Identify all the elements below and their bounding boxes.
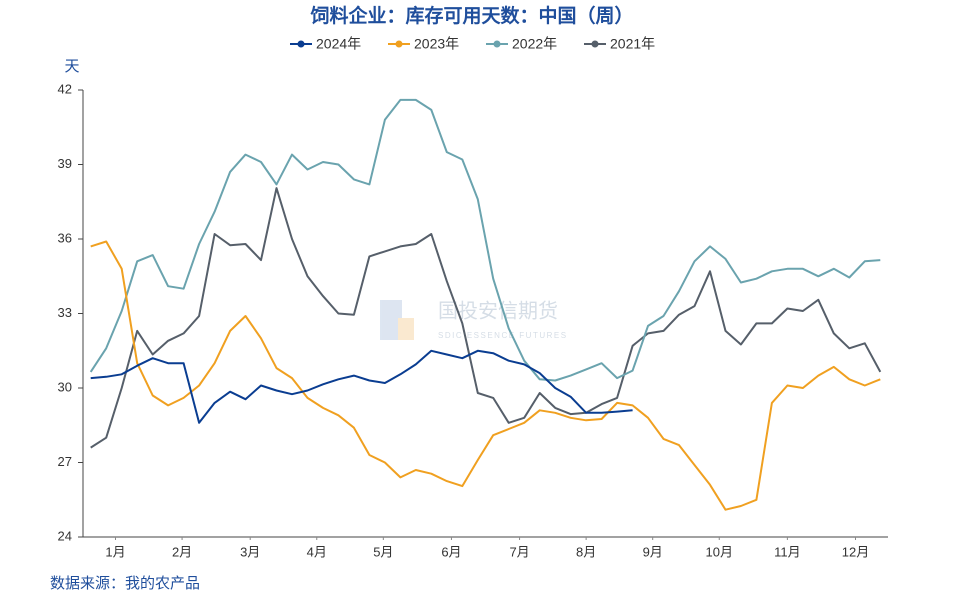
x-tick-label: 10月 — [706, 544, 733, 559]
legend-label: 2021年 — [610, 36, 655, 52]
watermark: 国投安信期货 SDIC ESSENCE FUTURES — [380, 299, 568, 340]
x-tick-label: 4月 — [307, 544, 327, 559]
legend-label: 2023年 — [414, 36, 459, 52]
watermark-text: 国投安信期货 — [438, 299, 558, 322]
series-line — [90, 240, 881, 511]
watermark-logo — [398, 318, 414, 340]
y-axis-label: 天 — [64, 58, 79, 75]
legend-label: 2024年 — [316, 36, 361, 52]
legend-marker — [493, 40, 501, 48]
x-tick-label: 11月 — [774, 544, 801, 559]
series-line — [89, 98, 881, 382]
legend-label: 2022年 — [512, 36, 557, 52]
y-tick-label: 36 — [58, 230, 72, 245]
source: 数据来源：我的农产品 — [50, 575, 200, 592]
series-line — [90, 349, 633, 424]
y-tick-label: 27 — [58, 454, 72, 469]
x-tick-label: 9月 — [643, 544, 663, 559]
legend-marker — [395, 40, 403, 48]
legend-marker — [591, 40, 599, 48]
legend-marker — [297, 40, 305, 48]
y-tick-label: 30 — [58, 379, 72, 394]
y-tick-label: 24 — [58, 528, 72, 543]
x-tick-label: 8月 — [576, 544, 596, 559]
x-tick-label: 1月 — [105, 544, 125, 559]
y-tick-label: 42 — [58, 81, 72, 96]
x-tick-label: 6月 — [441, 544, 461, 559]
watermark-logo — [380, 300, 402, 340]
x-tick-label: 2月 — [172, 544, 192, 559]
x-tick-label: 12月 — [842, 544, 869, 559]
chart-title: 饲料企业：库存可用天数：中国（周） — [309, 4, 633, 27]
x-tick-label: 3月 — [240, 544, 260, 559]
watermark-subtext: SDIC ESSENCE FUTURES — [438, 331, 568, 340]
series-line — [90, 187, 882, 449]
y-tick-label: 33 — [58, 305, 72, 320]
x-tick-label: 5月 — [373, 544, 393, 559]
x-tick-label: 7月 — [509, 544, 529, 559]
y-tick-label: 39 — [58, 156, 72, 171]
